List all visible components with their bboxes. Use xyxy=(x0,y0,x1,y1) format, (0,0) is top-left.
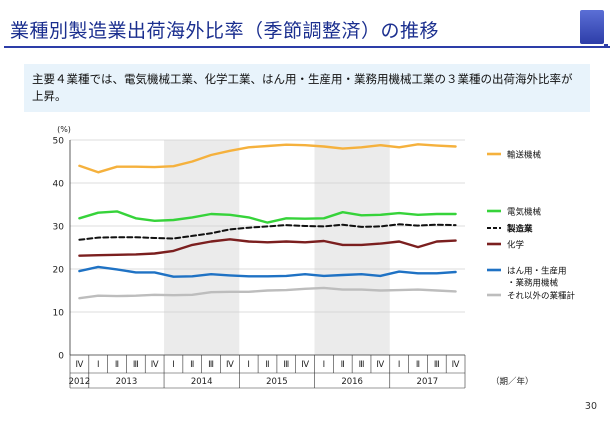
x-tick-label-quarter: Ⅰ xyxy=(172,360,175,370)
title-underline-dot xyxy=(604,44,608,48)
page-number: 30 xyxy=(584,401,597,412)
legend-label-2: 製造業 xyxy=(506,224,533,235)
legend-label-1: 電気機械 xyxy=(507,207,542,218)
y-tick-label: 10 xyxy=(53,309,65,319)
x-tick-label-quarter: Ⅰ xyxy=(247,360,250,370)
x-tick-label-quarter: Ⅲ xyxy=(359,360,365,370)
x-axis-unit: （期／年） xyxy=(491,376,534,387)
series-line-4 xyxy=(78,265,457,278)
x-tick-label-year: 2017 xyxy=(417,377,439,387)
summary-box: 主要４業種では、電気機械工業、化学工業、はん用・生産用・業務用機械工業の３業種の… xyxy=(24,64,590,112)
series-line-5 xyxy=(78,286,457,300)
x-tick-label-quarter: Ⅰ xyxy=(97,360,100,370)
x-tick-label-quarter: Ⅱ xyxy=(341,360,345,370)
title-accent-box xyxy=(580,10,604,44)
x-tick-label-year: 2014 xyxy=(191,377,213,387)
x-tick-label-quarter: Ⅱ xyxy=(265,360,269,370)
x-tick-label-quarter: Ⅱ xyxy=(416,360,420,370)
y-tick-label: 50 xyxy=(53,137,65,147)
page-title: 業種別製造業出荷海外比率（季節調整済）の推移 xyxy=(10,20,440,42)
y-tick-label: 0 xyxy=(58,352,64,362)
x-tick-label-quarter: Ⅱ xyxy=(115,360,119,370)
x-tick-label-year: 2016 xyxy=(341,377,363,387)
series-line-3 xyxy=(78,238,457,257)
series-line-0 xyxy=(78,143,457,174)
x-tick-label-quarter: Ⅳ xyxy=(75,360,83,370)
x-tick-label-quarter: Ⅰ xyxy=(323,360,326,370)
y-tick-label: 30 xyxy=(53,223,65,233)
series-line-1 xyxy=(78,210,457,224)
x-tick-label-quarter: Ⅲ xyxy=(283,360,289,370)
x-tick-label-quarter: Ⅳ xyxy=(226,360,234,370)
legend-label-5: それ以外の業種計 xyxy=(507,291,576,302)
x-tick-label-quarter: Ⅲ xyxy=(133,360,139,370)
x-tick-label-quarter: Ⅳ xyxy=(452,360,460,370)
legend-label-3: 化学 xyxy=(507,240,525,251)
x-tick-label-quarter: Ⅰ xyxy=(398,360,401,370)
legend-label-0: 輸送機械 xyxy=(507,150,542,161)
line-chart: 0 10 20 30 40 50 (%) Ⅳ Ⅰ Ⅱ Ⅲ Ⅳ Ⅰ Ⅱ Ⅲ Ⅳ Ⅰ Ⅱ Ⅲ Ⅳ Ⅰ Ⅱ Ⅲ Ⅳ Ⅰ Ⅱ Ⅲ Ⅳ 2012 2… xyxy=(53,125,576,389)
x-tick-label-year: 2012 xyxy=(69,377,91,387)
x-tick-label-quarter: Ⅲ xyxy=(208,360,214,370)
series-line-2 xyxy=(78,223,457,241)
x-tick-label-quarter: Ⅳ xyxy=(301,360,309,370)
y-axis-unit: (%) xyxy=(57,125,71,134)
shaded-band-2014 xyxy=(164,140,240,355)
x-tick-label-quarter: Ⅳ xyxy=(151,360,159,370)
legend-label-4: はん用・生産用・業務用機械 xyxy=(507,266,567,289)
y-tick-label: 20 xyxy=(53,266,65,276)
title-underline xyxy=(4,46,610,48)
x-tick-label-quarter: Ⅲ xyxy=(434,360,440,370)
shaded-band-2016 xyxy=(314,140,390,355)
x-tick-label-quarter: Ⅳ xyxy=(376,360,384,370)
x-tick-label-year: 2013 xyxy=(116,377,138,387)
x-tick-label-quarter: Ⅱ xyxy=(190,360,194,370)
x-tick-label-year: 2015 xyxy=(266,377,288,387)
y-tick-label: 40 xyxy=(53,180,65,190)
